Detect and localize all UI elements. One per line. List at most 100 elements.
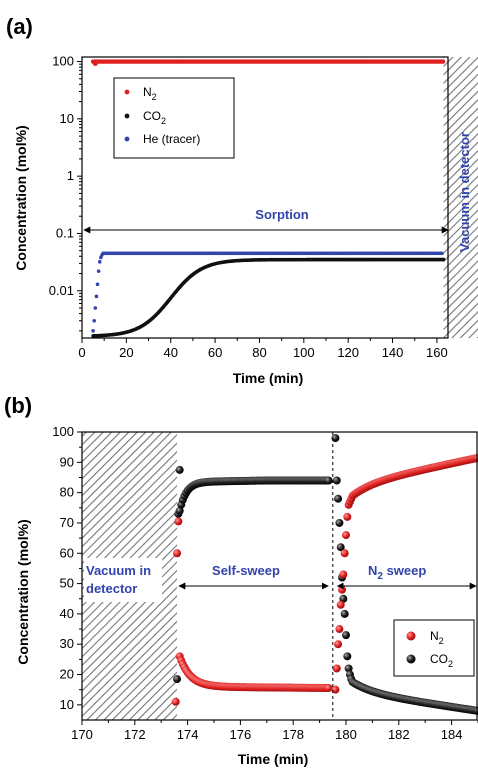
vacuum-label-box-b bbox=[84, 558, 162, 602]
y-tick-label-b: 30 bbox=[60, 636, 74, 651]
y-tick-label-b: 80 bbox=[60, 485, 74, 500]
he-point-a bbox=[93, 306, 98, 310]
co2-point-b bbox=[344, 664, 353, 673]
n2-point-b bbox=[340, 549, 349, 558]
he-point-a bbox=[97, 260, 102, 264]
legend-label-co2-a: CO2 bbox=[143, 109, 166, 126]
y-tick-label-b: 100 bbox=[52, 424, 74, 439]
co2-point-b bbox=[334, 494, 343, 503]
y-tick-label-b: 70 bbox=[60, 515, 74, 530]
co2-point-a bbox=[441, 257, 446, 262]
n2-point-b bbox=[336, 600, 345, 609]
he-point-a bbox=[94, 294, 99, 299]
n2-point-a bbox=[440, 59, 446, 64]
co2-point-b bbox=[324, 476, 333, 485]
x-tick-label-a: 60 bbox=[208, 345, 222, 360]
co2-point-b bbox=[331, 434, 340, 443]
legend-a: N2 CO2 He (tracer) bbox=[113, 77, 235, 159]
sorption-label: Sorption bbox=[255, 207, 308, 222]
co2-point-b bbox=[335, 518, 344, 527]
x-tick-label-b: 184 bbox=[441, 727, 463, 742]
co2-point-b bbox=[342, 631, 350, 640]
x-tick-label-b: 176 bbox=[230, 727, 252, 742]
panel-label-b: (b) bbox=[4, 393, 32, 418]
axes-a: 0 20 40 60 80 100 120 140 160 0.01 0.1 1 10 100 bbox=[49, 54, 449, 360]
co2-point-b bbox=[175, 465, 184, 474]
y-axis-title-b: Concentration (mol%) bbox=[15, 519, 31, 664]
x-tick-label-a: 160 bbox=[426, 345, 448, 360]
x-axis-title-a: Time (min) bbox=[233, 370, 304, 386]
vacuum-hatch-region-a bbox=[443, 57, 478, 338]
n2-point-b bbox=[171, 697, 180, 706]
x-axis-title-b: Time (min) bbox=[238, 751, 309, 767]
co2-point-b bbox=[173, 675, 182, 684]
legend-marker-co2-a bbox=[124, 113, 130, 119]
legend-label-n2-a: N2 bbox=[143, 85, 157, 102]
self-sweep-label: Self-sweep bbox=[212, 563, 280, 578]
series-points-a bbox=[90, 59, 446, 338]
x-tick-label-b: 180 bbox=[335, 727, 357, 742]
y-tick-label-b: 10 bbox=[60, 697, 74, 712]
y-tick-label-a: 10 bbox=[60, 111, 74, 126]
x-tick-label-b: 174 bbox=[177, 727, 199, 742]
legend-marker-n2-a bbox=[124, 89, 130, 95]
n2-point-b bbox=[331, 685, 340, 694]
x-tick-label-a: 40 bbox=[163, 345, 177, 360]
vacuum-hatch-a bbox=[443, 57, 478, 338]
legend-marker-he-a bbox=[124, 136, 130, 142]
x-tick-label-b: 182 bbox=[388, 727, 410, 742]
n2-point-b bbox=[324, 684, 333, 693]
plot-frame-a bbox=[81, 56, 449, 339]
y-tick-label-a: 0.01 bbox=[49, 283, 74, 298]
vacuum-label-b-line1: Vacuum in bbox=[86, 563, 151, 578]
he-point-a bbox=[95, 282, 100, 287]
x-tick-label-a: 20 bbox=[119, 345, 133, 360]
n2-point-b bbox=[174, 517, 183, 526]
x-tick-label-a: 80 bbox=[252, 345, 266, 360]
legend-b: N2 CO2 bbox=[393, 619, 475, 677]
legend-label-he-a: He (tracer) bbox=[143, 132, 200, 146]
x-tick-label-a: 0 bbox=[78, 345, 85, 360]
n2-point-b bbox=[335, 625, 344, 634]
co2-point-b bbox=[332, 476, 341, 485]
n2-point-a bbox=[92, 60, 98, 66]
n2-point-b bbox=[342, 531, 350, 540]
y-axis-title-a: Concentration (mol%) bbox=[13, 125, 29, 270]
n2-sweep-label: N2 sweep bbox=[368, 563, 426, 582]
he-point-a bbox=[96, 269, 101, 273]
y-tick-label-b: 60 bbox=[60, 545, 74, 560]
he-point-a bbox=[440, 251, 444, 256]
n2-point-b bbox=[343, 512, 352, 521]
x-tick-label-a: 120 bbox=[337, 345, 359, 360]
x-tick-label-b: 170 bbox=[71, 727, 93, 742]
plot-frame-b bbox=[81, 431, 478, 721]
vacuum-label-b-line2: detector bbox=[86, 581, 137, 596]
vacuum-label-a: Vacuum in detector bbox=[457, 132, 472, 252]
legend-marker-co2-b bbox=[406, 654, 416, 664]
y-tick-label-b: 50 bbox=[60, 576, 74, 591]
legend-label-co2-b: CO2 bbox=[430, 652, 453, 669]
x-tick-label-b: 178 bbox=[282, 727, 304, 742]
n2-point-b bbox=[334, 640, 343, 649]
x-tick-label-b: 172 bbox=[124, 727, 146, 742]
y-tick-label-a: 1 bbox=[67, 168, 74, 183]
n2-point-b bbox=[332, 664, 341, 673]
n2-point-b bbox=[173, 549, 182, 558]
co2-point-b bbox=[343, 652, 352, 661]
co2-point-b bbox=[339, 594, 348, 603]
y-tick-label-b: 90 bbox=[60, 454, 74, 469]
legend-label-n2-b: N2 bbox=[430, 629, 444, 646]
y-tick-label-b: 20 bbox=[60, 667, 74, 682]
n2-point-b bbox=[339, 570, 348, 579]
co2-point-b bbox=[175, 506, 184, 515]
x-tick-label-a: 140 bbox=[382, 345, 404, 360]
legend-marker-n2-b bbox=[406, 631, 416, 641]
x-tick-label-a: 100 bbox=[293, 345, 315, 360]
series-points-b bbox=[171, 434, 478, 715]
y-tick-label-a: 100 bbox=[52, 54, 74, 69]
co2-point-b bbox=[340, 609, 349, 618]
he-point-a bbox=[91, 329, 95, 333]
panel-label-a: (a) bbox=[6, 14, 33, 39]
co2-point-b bbox=[336, 543, 345, 552]
